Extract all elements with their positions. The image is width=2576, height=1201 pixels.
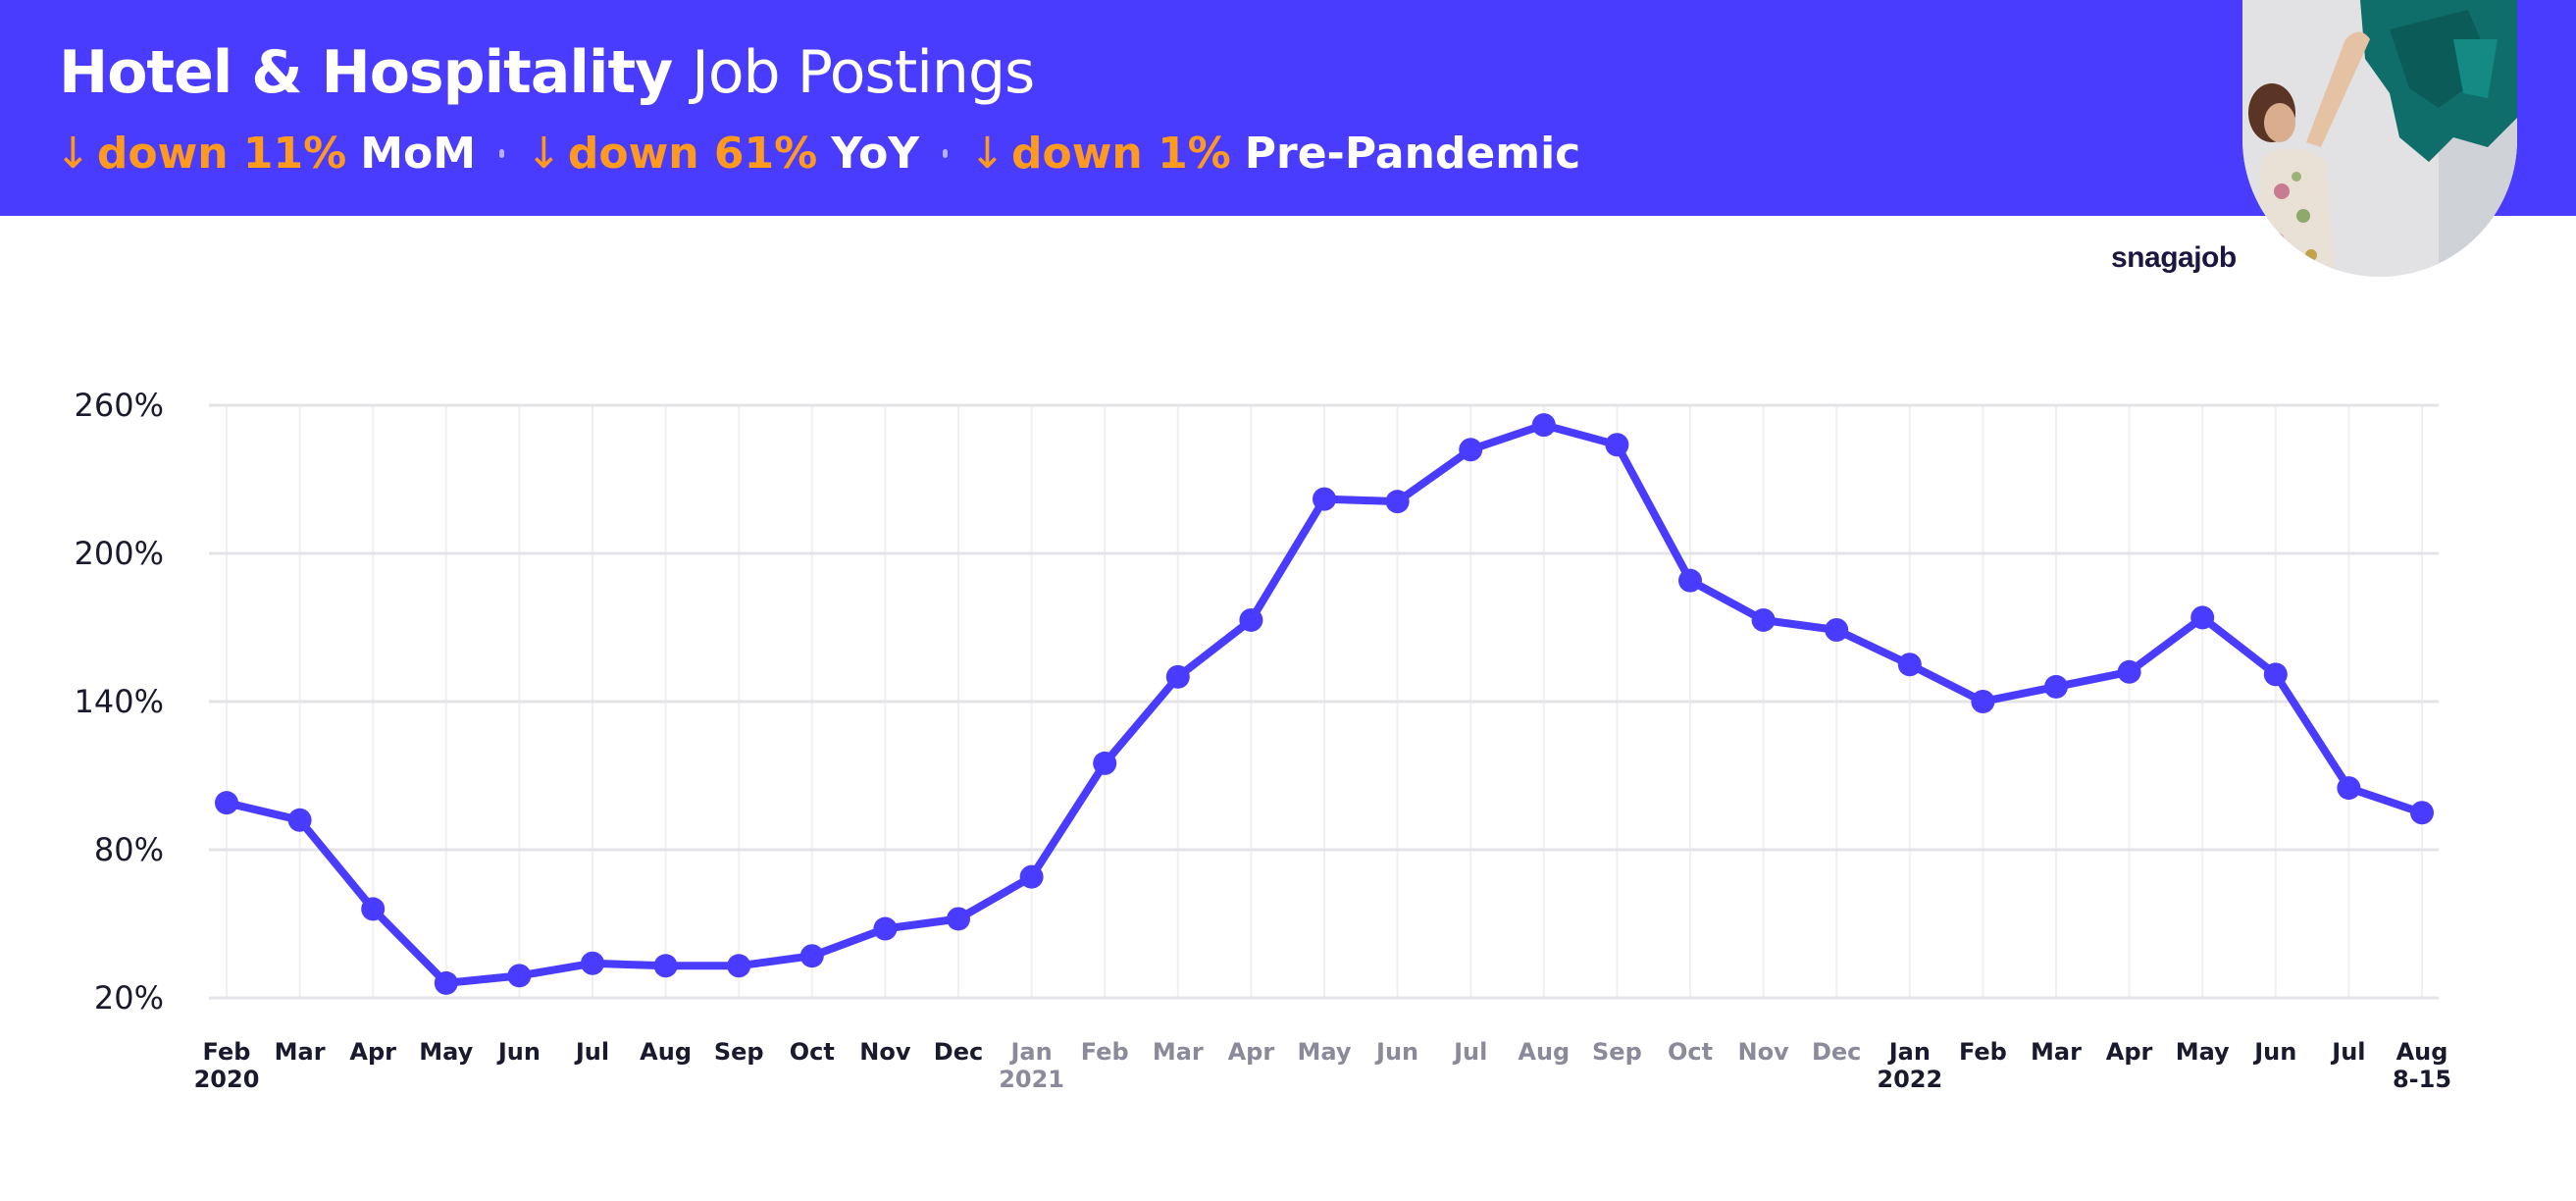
y-axis-ticks: 20% 80% 140% 200% 260% xyxy=(75,387,164,1017)
data-point xyxy=(2190,605,2215,630)
data-point xyxy=(2263,662,2288,687)
stat-mom: ↓ down 11% MoM xyxy=(55,129,476,179)
data-point xyxy=(1678,568,1702,593)
stat-yoy: ↓ down 61% YoY xyxy=(526,129,919,179)
y-tick-label: 80% xyxy=(94,831,164,868)
x-tick-label: Apr xyxy=(1228,1038,1275,1066)
separator-dot xyxy=(499,148,505,158)
data-point xyxy=(2117,659,2141,684)
worker-photo xyxy=(2242,0,2517,277)
x-tick-label: Jun xyxy=(1374,1038,1418,1066)
x-tick-sublabel: 2020 xyxy=(194,1066,260,1093)
y-tick-label: 20% xyxy=(94,979,164,1017)
x-tick-label: Aug xyxy=(1518,1038,1570,1066)
data-point xyxy=(215,791,238,815)
stat-pre-pandemic: ↓ down 1% Pre-Pandemic xyxy=(969,129,1580,179)
data-point xyxy=(1313,487,1336,511)
data-point xyxy=(947,907,970,931)
stat-metric: MoM xyxy=(360,128,477,179)
x-tick-label: Mar xyxy=(275,1038,326,1066)
data-point xyxy=(581,951,604,975)
data-point xyxy=(2044,674,2068,699)
x-tick-sublabel: 2022 xyxy=(1877,1066,1942,1093)
x-tick-label: Nov xyxy=(859,1038,911,1066)
x-tick-label: Aug xyxy=(2396,1038,2448,1066)
header-banner: Hotel & Hospitality Job Postings ↓ down … xyxy=(0,0,2576,216)
data-point xyxy=(1897,653,1922,677)
x-tick-label: Dec xyxy=(934,1038,983,1066)
stat-change: down 1% xyxy=(1011,128,1231,179)
x-tick-label: Dec xyxy=(1812,1038,1861,1066)
data-point xyxy=(507,964,532,988)
y-tick-label: 200% xyxy=(75,535,164,572)
x-tick-label: Aug xyxy=(640,1038,692,1066)
stat-metric: Pre-Pandemic xyxy=(1244,128,1581,179)
x-tick-label: Jun xyxy=(496,1038,541,1066)
x-tick-label: May xyxy=(419,1038,473,1066)
x-tick-label: Jun xyxy=(2252,1038,2296,1066)
data-point xyxy=(1825,618,1849,643)
data-point xyxy=(1385,490,1410,514)
data-point xyxy=(287,808,312,832)
page-title: Hotel & Hospitality Job Postings xyxy=(59,37,1035,108)
y-tick-label: 140% xyxy=(75,683,164,720)
down-arrow-icon: ↓ xyxy=(526,128,562,179)
data-point xyxy=(361,897,386,921)
data-point xyxy=(1239,607,1263,632)
data-point xyxy=(653,954,678,978)
title-light: Job Postings xyxy=(692,38,1035,107)
x-tick-label: Apr xyxy=(2106,1038,2153,1066)
brand-logo: snagajob xyxy=(2111,241,2237,274)
data-point xyxy=(1093,751,1117,775)
data-point xyxy=(1605,433,1629,457)
data-point xyxy=(1531,413,1556,438)
y-tick-label: 260% xyxy=(75,387,164,424)
x-tick-label: Jul xyxy=(1452,1038,1487,1066)
x-tick-label: Jan xyxy=(1008,1038,1052,1066)
x-tick-label: Sep xyxy=(714,1038,764,1066)
data-point xyxy=(434,970,458,995)
x-tick-label: Jul xyxy=(574,1038,609,1066)
data-point xyxy=(1751,607,1776,632)
data-point xyxy=(799,944,824,968)
x-tick-label: Jul xyxy=(2330,1038,2365,1066)
data-point xyxy=(1019,864,1044,889)
data-point xyxy=(1459,438,1483,462)
data-point xyxy=(2337,776,2361,801)
data-point xyxy=(1165,664,1190,689)
x-tick-label: Oct xyxy=(790,1038,835,1066)
data-point xyxy=(1971,690,1995,713)
down-arrow-icon: ↓ xyxy=(969,128,1006,179)
data-point xyxy=(2410,801,2434,825)
down-arrow-icon: ↓ xyxy=(55,128,91,179)
x-tick-label: Feb xyxy=(203,1038,251,1066)
title-bold: Hotel & Hospitality xyxy=(59,38,673,107)
x-tick-label: Sep xyxy=(1592,1038,1642,1066)
x-tick-label: May xyxy=(1298,1038,1352,1066)
stats-row: ↓ down 11% MoM ↓ down 61% YoY ↓ down 1% … xyxy=(55,124,1580,183)
x-tick-label: Feb xyxy=(1959,1038,2007,1066)
x-tick-label: Jan xyxy=(1887,1038,1931,1066)
x-tick-sublabel: 8-15 xyxy=(2393,1066,2451,1093)
stat-metric: YoY xyxy=(831,128,920,179)
data-point xyxy=(873,916,898,941)
stat-change: down 61% xyxy=(567,128,818,179)
x-tick-label: Nov xyxy=(1737,1038,1789,1066)
separator-dot xyxy=(943,148,949,158)
data-point xyxy=(727,954,751,978)
x-tick-label: Oct xyxy=(1668,1038,1713,1066)
x-tick-label: Feb xyxy=(1081,1038,1129,1066)
x-tick-label: May xyxy=(2176,1038,2230,1066)
horizontal-gridlines xyxy=(209,403,2439,1000)
x-tick-label: Apr xyxy=(349,1038,396,1066)
x-tick-sublabel: 2021 xyxy=(999,1066,1064,1093)
data-points xyxy=(215,413,2434,995)
stat-change: down 11% xyxy=(96,128,347,179)
x-tick-label: Mar xyxy=(2031,1038,2082,1066)
x-tick-label: Mar xyxy=(1153,1038,1204,1066)
